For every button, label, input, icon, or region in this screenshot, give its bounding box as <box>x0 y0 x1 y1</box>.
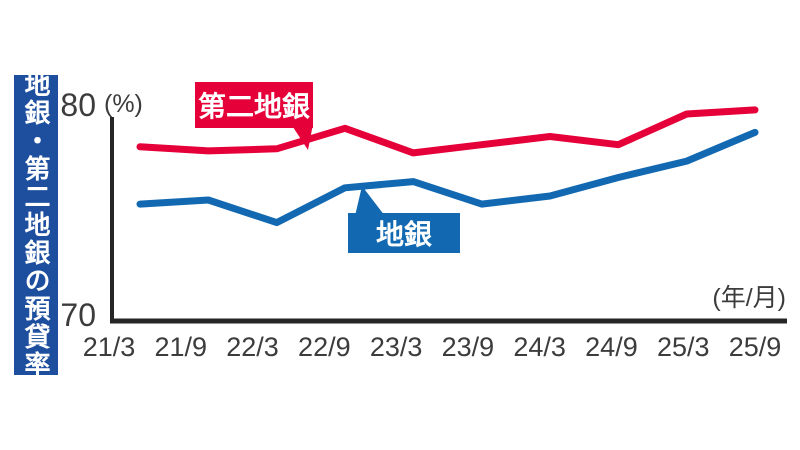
x-axis-tick-label: 22/9 <box>298 332 351 362</box>
chart-title: 地銀・第二地銀の預貸率 <box>21 71 51 379</box>
x-axis-tick-label: 24/3 <box>513 332 566 362</box>
callout-label-chigin: 地銀 <box>348 213 460 253</box>
y-axis-tick-80: 80 <box>60 87 96 123</box>
callout-label-daini-chigin: 第二地銀 <box>195 82 313 128</box>
callout-tail-daini-chigin <box>291 124 313 150</box>
x-axis-unit-label: (年/月) <box>712 284 786 312</box>
x-axis-tick-label: 22/3 <box>226 332 279 362</box>
chart-title-banner: 地銀・第二地銀の預貸率 <box>14 71 58 379</box>
x-axis-tick-label: 21/3 <box>82 332 136 362</box>
y-axis-tick-70: 70 <box>60 297 96 333</box>
x-axis-tick-label: 24/9 <box>585 332 638 362</box>
x-axis-tick-label: 21/9 <box>154 332 208 362</box>
series-line-daini-chigin <box>136 106 759 157</box>
x-axis-tick-label: 23/9 <box>441 332 495 362</box>
x-axis-tick-label: 23/3 <box>369 332 423 362</box>
x-axis-tick-label: 25/9 <box>728 332 782 362</box>
series-line-chigin <box>136 128 759 227</box>
x-axis-tick-label: 25/3 <box>656 332 710 362</box>
callout-tail-chigin <box>355 186 385 216</box>
y-axis-unit-label: (%) <box>104 90 143 118</box>
